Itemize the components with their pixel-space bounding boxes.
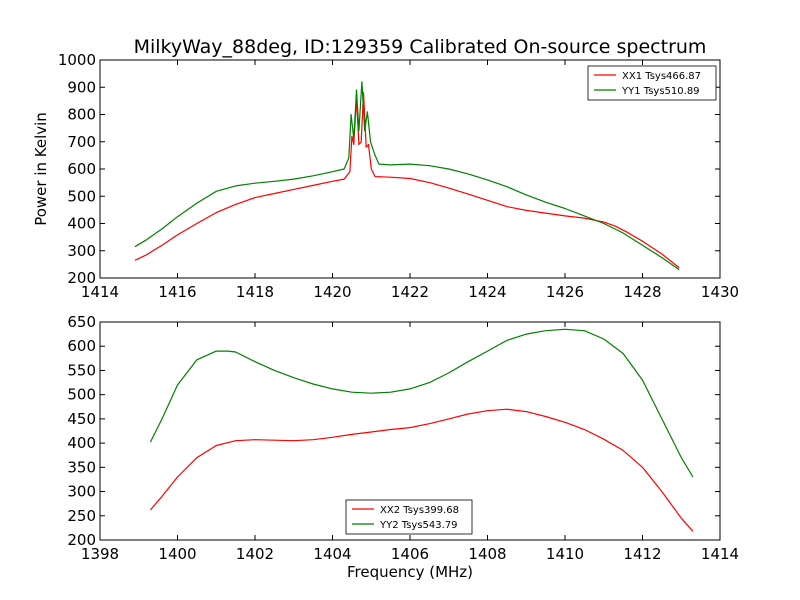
legend-entry: XX2 Tsys399.68 (380, 505, 459, 516)
x-tick-label: 1430 (701, 283, 739, 301)
legend-entry: YY2 Tsys543.79 (379, 520, 458, 531)
y-tick-label: 400 (67, 215, 96, 233)
series-line-xx1 (134, 92, 680, 269)
y-tick-label: 200 (67, 531, 96, 549)
y-tick-label: 200 (67, 269, 96, 287)
y-tick-label: 550 (67, 361, 96, 379)
x-tick-label: 1404 (313, 545, 351, 563)
legend-box (587, 65, 717, 101)
legend-entry: YY1 Tsys510.89 (621, 86, 700, 97)
legend-entry: XX1 Tsys466.87 (622, 71, 701, 82)
x-tick-label: 1414 (81, 283, 119, 301)
y-tick-label: 500 (67, 187, 96, 205)
y-tick-label: 600 (67, 160, 96, 178)
x-tick-label: 1416 (158, 283, 196, 301)
x-tick-label: 1408 (468, 545, 506, 563)
chart-title: MilkyWay_88deg, ID:129359 Calibrated On-… (134, 36, 707, 58)
x-tick-label: 1422 (391, 283, 429, 301)
y-tick-label: 700 (67, 133, 96, 151)
y-tick-label: 1000 (58, 51, 96, 69)
series-line-yy1 (134, 81, 680, 271)
series-line-yy2 (149, 328, 694, 478)
y-tick-label: 300 (67, 483, 96, 501)
x-tick-label: 1426 (546, 283, 584, 301)
x-tick-label: 1414 (701, 545, 739, 563)
y-tick-label: 250 (67, 507, 96, 525)
bottom-spectrum-plot: 1398 1400 1402 1404 1406 1408 1410 1412 1414 200 2… (67, 313, 739, 581)
x-tick-label: 1402 (236, 545, 274, 563)
x-tick-label: 1424 (468, 283, 506, 301)
x-tick-label: 1410 (546, 545, 584, 563)
y-tick-label: 300 (67, 242, 96, 260)
x-axis-label: Frequency (MHz) (347, 563, 473, 581)
y-tick-label: 500 (67, 386, 96, 404)
legend: XX2 Tsys399.68 YY2 Tsys543.79 (345, 499, 473, 535)
y-tick-label: 800 (67, 106, 96, 124)
y-tick-label: 900 (67, 78, 96, 96)
x-tick-label: 1398 (81, 545, 119, 563)
x-tick-label: 1420 (313, 283, 351, 301)
y-tick-label: 650 (67, 313, 96, 331)
y-tick-label: 350 (67, 458, 96, 476)
series-line-xx2 (149, 408, 694, 532)
x-tick-label: 1428 (623, 283, 661, 301)
y-axis-label: Power in Kelvin (32, 112, 50, 226)
x-tick-label: 1412 (623, 545, 661, 563)
legend-box (345, 499, 473, 535)
legend: XX1 Tsys466.87 YY1 Tsys510.89 (587, 65, 717, 101)
x-tick-label: 1418 (236, 283, 274, 301)
top-spectrum-plot: 1414 1416 1418 1420 1422 1424 1426 1428 1430 200 3… (32, 36, 739, 301)
y-tick-label: 400 (67, 434, 96, 452)
y-tick-label: 600 (67, 337, 96, 355)
x-tick-label: 1406 (391, 545, 429, 563)
y-tick-label: 450 (67, 410, 96, 428)
x-tick-label: 1400 (158, 545, 196, 563)
